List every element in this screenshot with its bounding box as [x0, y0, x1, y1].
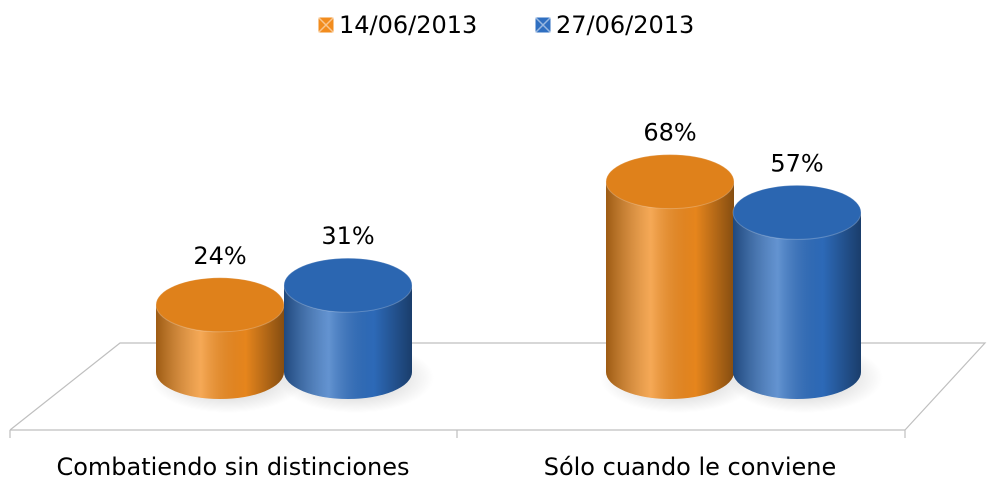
legend-label: 14/06/2013 — [339, 11, 477, 39]
legend-swatch-shade — [534, 16, 552, 34]
floor — [9, 342, 987, 438]
bar-shading — [156, 304, 284, 399]
bar-shading — [284, 285, 412, 399]
cylinder-top-shade — [733, 185, 861, 240]
cylinder-top — [732, 184, 862, 240]
data-label: 57% — [770, 149, 823, 177]
cylinder-top-shade — [156, 277, 284, 332]
data-label: 31% — [321, 222, 374, 250]
cylinder-top — [283, 257, 413, 313]
cylinder-top-shade — [606, 154, 734, 209]
data-label: 68% — [643, 119, 696, 147]
cylinder-top-shade — [284, 258, 412, 313]
bar-shading — [606, 181, 734, 399]
x-tick-label: Sólo cuando le conviene — [544, 453, 837, 479]
bar-shading — [733, 212, 861, 399]
legend-label: 27/06/2013 — [556, 11, 694, 39]
legend-swatch-shade — [317, 16, 335, 34]
x-tick-label: Combatiendo sin distinciones — [56, 453, 409, 479]
data-label: 24% — [193, 242, 246, 270]
cylinder-top — [605, 154, 735, 210]
